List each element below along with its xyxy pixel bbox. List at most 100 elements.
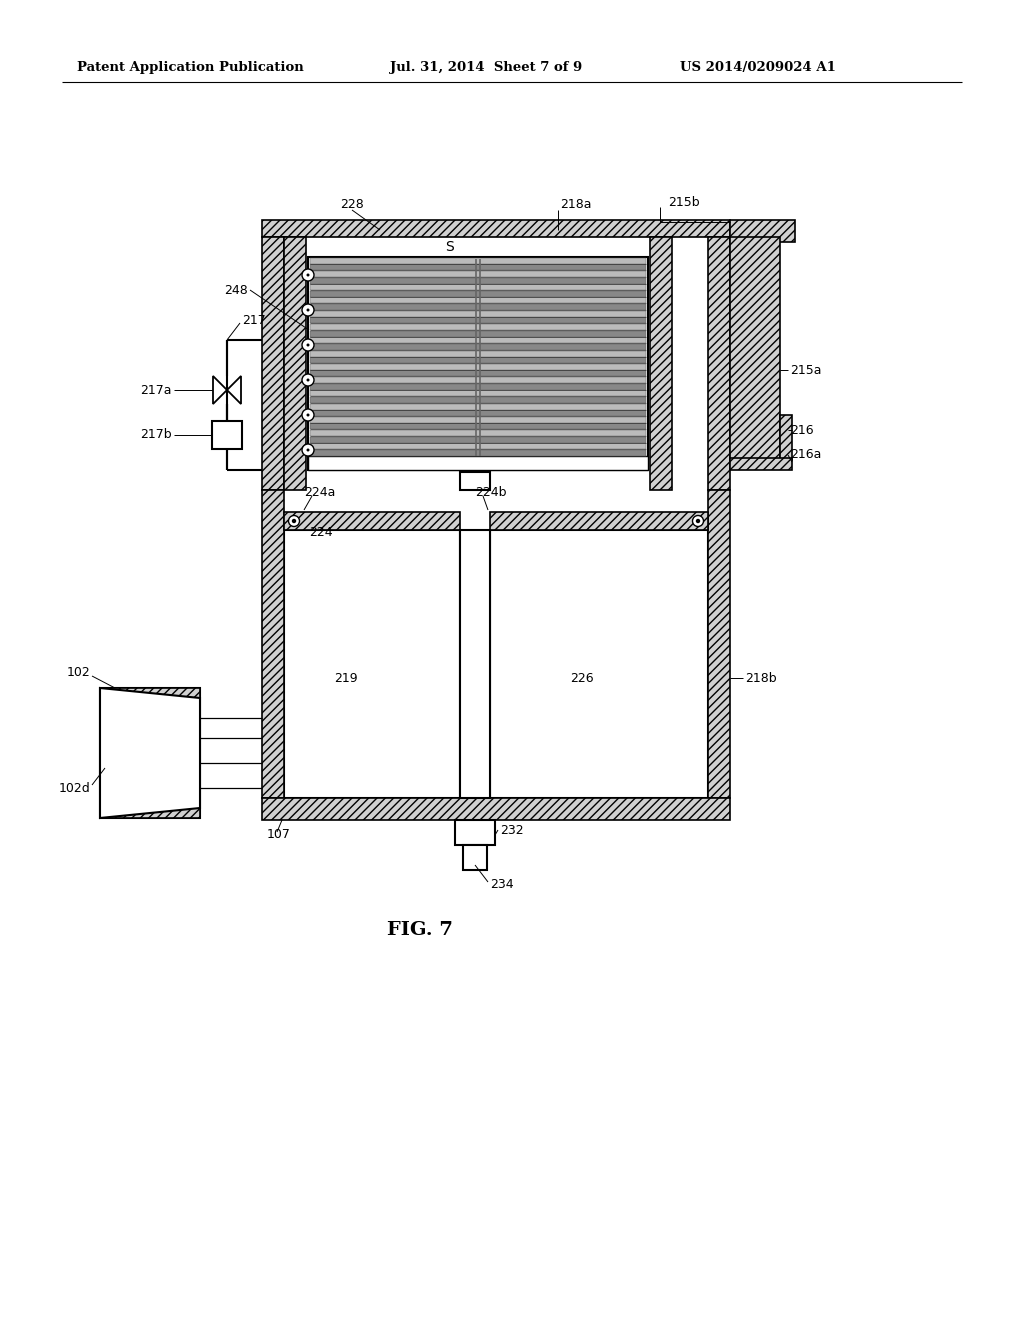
Text: 102: 102 <box>67 667 90 680</box>
Bar <box>262 220 730 238</box>
Text: Jul. 31, 2014  Sheet 7 of 9: Jul. 31, 2014 Sheet 7 of 9 <box>390 62 583 74</box>
Bar <box>310 417 646 422</box>
Circle shape <box>293 520 296 523</box>
Text: S: S <box>445 240 455 253</box>
Text: 224b: 224b <box>475 486 507 499</box>
Text: Patent Application Publication: Patent Application Publication <box>77 62 304 74</box>
Text: 234: 234 <box>490 879 514 891</box>
Bar <box>262 799 730 820</box>
Circle shape <box>306 449 309 451</box>
Bar <box>310 264 646 271</box>
Bar <box>730 220 795 242</box>
Bar <box>100 799 200 818</box>
Text: 224: 224 <box>309 525 333 539</box>
Bar <box>310 330 646 337</box>
Text: 248: 248 <box>224 284 248 297</box>
Circle shape <box>696 520 699 523</box>
Bar <box>310 444 646 449</box>
Bar <box>730 458 792 470</box>
Circle shape <box>306 413 309 417</box>
Bar <box>310 290 646 297</box>
Text: 224a: 224a <box>304 486 336 499</box>
Circle shape <box>306 309 309 312</box>
Bar <box>284 238 306 490</box>
Circle shape <box>306 273 309 276</box>
Text: US 2014/0209024 A1: US 2014/0209024 A1 <box>680 62 836 74</box>
Text: 226: 226 <box>570 672 594 685</box>
Bar <box>310 364 646 370</box>
Bar <box>310 391 646 396</box>
Bar <box>310 323 646 330</box>
Text: 217a: 217a <box>140 384 172 396</box>
Text: 215b: 215b <box>668 195 699 209</box>
Bar <box>708 490 730 799</box>
Circle shape <box>302 409 314 421</box>
Text: 228: 228 <box>340 198 364 211</box>
Bar <box>460 473 490 490</box>
Circle shape <box>302 374 314 385</box>
Bar <box>650 238 672 490</box>
Bar <box>455 820 495 845</box>
Bar <box>310 284 646 290</box>
Bar <box>310 310 646 317</box>
Bar <box>460 531 490 799</box>
Text: FIG. 7: FIG. 7 <box>387 921 453 939</box>
Circle shape <box>289 516 299 527</box>
Bar <box>310 378 646 383</box>
Bar <box>308 257 648 470</box>
Bar <box>262 238 284 490</box>
Circle shape <box>302 304 314 315</box>
Bar <box>310 271 646 277</box>
Bar <box>310 404 646 409</box>
Bar <box>310 430 646 436</box>
Bar <box>490 531 708 799</box>
Circle shape <box>692 516 703 527</box>
Bar <box>310 437 646 442</box>
Bar <box>310 411 646 416</box>
Circle shape <box>302 339 314 351</box>
Bar <box>284 512 460 531</box>
Bar <box>310 297 646 304</box>
Bar <box>463 845 487 870</box>
Text: 219: 219 <box>334 672 357 685</box>
Circle shape <box>302 269 314 281</box>
Text: 102d: 102d <box>58 781 90 795</box>
Bar <box>310 371 646 376</box>
Bar <box>310 317 646 323</box>
Bar <box>310 358 646 363</box>
Bar <box>310 338 646 343</box>
Bar <box>308 455 648 470</box>
Bar <box>310 397 646 403</box>
Circle shape <box>306 379 309 381</box>
Text: 216a: 216a <box>790 449 821 462</box>
Bar <box>780 414 792 459</box>
Bar <box>310 450 646 455</box>
Bar <box>262 490 284 799</box>
Polygon shape <box>100 688 200 818</box>
Text: 107: 107 <box>267 829 291 842</box>
Circle shape <box>306 343 309 346</box>
Bar <box>490 512 708 531</box>
Bar <box>100 688 200 818</box>
Bar <box>310 257 646 264</box>
Text: 215a: 215a <box>790 363 821 376</box>
Bar <box>310 277 646 284</box>
Bar <box>310 345 646 350</box>
Bar <box>100 688 200 708</box>
Polygon shape <box>227 376 241 404</box>
Bar <box>708 238 730 490</box>
Bar <box>310 384 646 389</box>
Bar <box>310 304 646 310</box>
Text: 217b: 217b <box>140 429 172 441</box>
Text: 232: 232 <box>500 824 523 837</box>
Circle shape <box>302 444 314 455</box>
Bar <box>284 531 460 799</box>
Bar <box>310 424 646 429</box>
Text: 218b: 218b <box>745 672 776 685</box>
Bar <box>310 351 646 356</box>
Text: 217: 217 <box>242 314 266 326</box>
Polygon shape <box>213 376 227 404</box>
Bar <box>730 238 780 459</box>
Bar <box>212 421 242 449</box>
Text: 216: 216 <box>790 424 814 437</box>
